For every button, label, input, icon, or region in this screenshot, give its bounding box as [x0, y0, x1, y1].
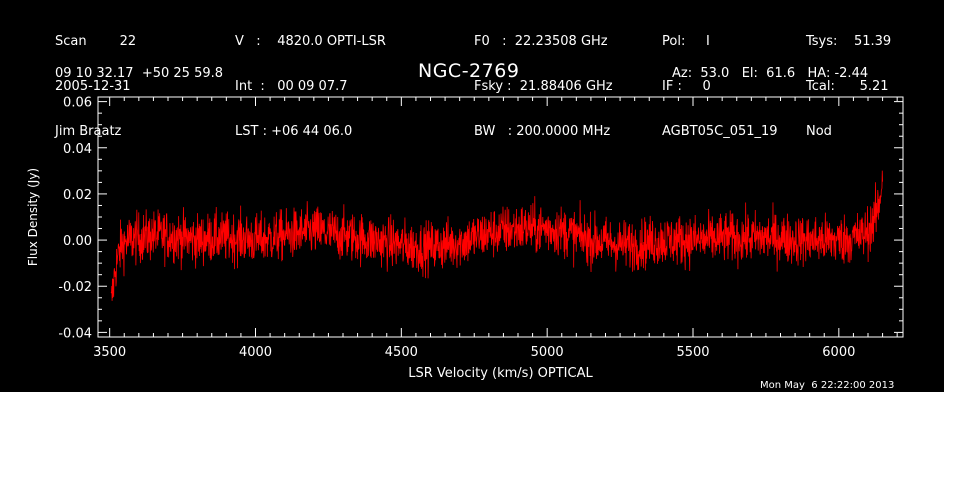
- x-tick-label: 5000: [531, 345, 564, 360]
- y-tick-label: -0.02: [58, 280, 92, 295]
- header-pol: Pol: I: [662, 34, 710, 49]
- y-tick-label: 0.00: [63, 234, 92, 249]
- header-if: IF : 0: [662, 79, 711, 94]
- plot-frame: [97, 96, 904, 338]
- x-axis-label: LSR Velocity (km/s) OPTICAL: [408, 366, 593, 381]
- x-tick-label: 3500: [93, 345, 126, 360]
- header-col-scan: Scan 22 2005-12-31 Jim Braatz: [55, 4, 136, 169]
- header-bw: BW : 200.0000 MHz: [474, 124, 611, 139]
- header-observer: Jim Braatz: [55, 124, 122, 139]
- plot-panel: Scan 22 2005-12-31 Jim Braatz V : 4820.0…: [0, 0, 944, 392]
- header-scan: Scan 22: [55, 34, 137, 49]
- y-tick-label: 0.04: [63, 142, 92, 157]
- axis-ticks: 3500 4000 4500 5000 5500 6000 -0.04 -0.02 0.00 0.…: [58, 96, 903, 360]
- header-col-velocity: V : 4820.0 OPTI-LSR Int : 00 09 07.7 LST…: [235, 4, 386, 169]
- y-tick-label: 0.02: [63, 188, 92, 203]
- x-tick-label: 6000: [822, 345, 855, 360]
- header-col-pol: Pol: I IF : 0 AGBT05C_051_19: [662, 4, 778, 169]
- y-tick-label: -0.04: [58, 326, 92, 341]
- plot-timestamp: Mon May 6 22:22:00 2013: [760, 380, 895, 391]
- spectrum-trace-layer: [110, 170, 883, 301]
- y-axis-label: Flux Density (Jy): [26, 168, 40, 266]
- header-date: 2005-12-31: [55, 79, 131, 94]
- header-lst: LST : +06 44 06.0: [235, 124, 353, 139]
- y-tick-label: 0.06: [63, 96, 92, 111]
- header-tcal: Tcal: 5.21: [806, 79, 889, 94]
- header-az-el-ha: Az: 53.0 El: 61.6 HA: -2.44: [672, 66, 869, 81]
- x-tick-label: 4500: [385, 345, 418, 360]
- x-tick-label: 5500: [676, 345, 709, 360]
- header-procedure: Nod: [806, 124, 832, 139]
- header-velocity: V : 4820.0 OPTI-LSR: [235, 34, 386, 49]
- header-integration: Int : 00 09 07.7: [235, 79, 348, 94]
- header-tsys: Tsys: 51.39: [806, 34, 892, 49]
- header-f0: F0 : 22.23508 GHz: [474, 34, 608, 49]
- spectrum-series-line: [110, 170, 883, 301]
- header-coordinates: 09 10 32.17 +50 25 59.8: [55, 66, 224, 81]
- spectrum-chart: 3500 4000 4500 5000 5500 6000 -0.04 -0.02 0.00 0.…: [26, 96, 904, 381]
- header-fsky: Fsky : 21.88406 GHz: [474, 79, 613, 94]
- header-col-frequency: F0 : 22.23508 GHz Fsky : 21.88406 GHz BW…: [474, 4, 613, 169]
- x-tick-label: 4000: [239, 345, 272, 360]
- chart-title: NGC-2769: [418, 60, 520, 82]
- header-project: AGBT05C_051_19: [662, 124, 778, 139]
- header-col-tsys: Tsys: 51.39 Tcal: 5.21 Nod: [806, 4, 891, 169]
